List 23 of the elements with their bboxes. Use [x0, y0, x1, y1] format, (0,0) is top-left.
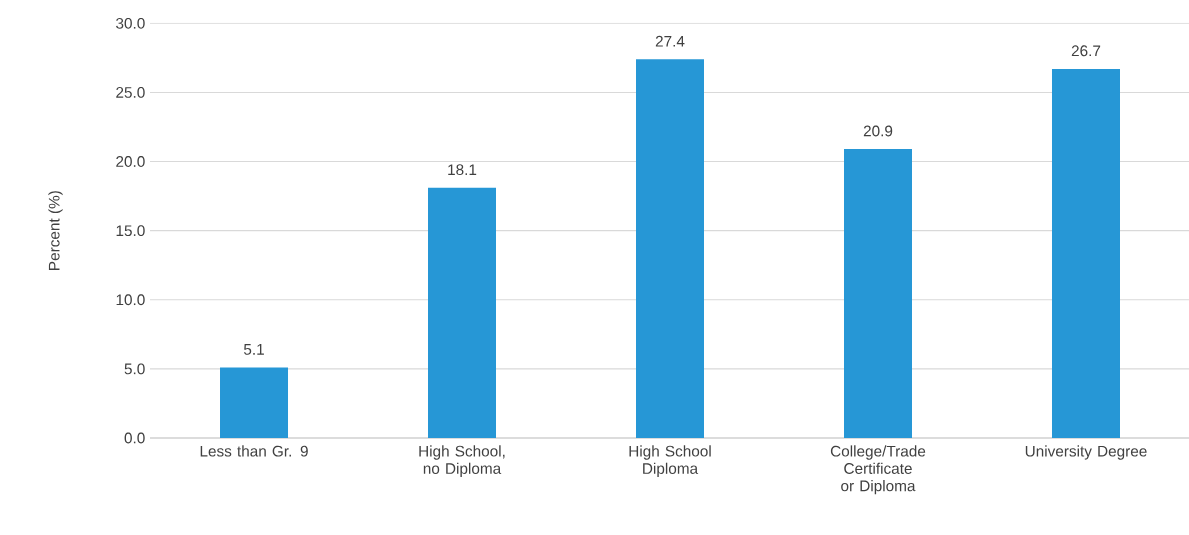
data-label: 5.1 — [243, 344, 264, 355]
x-tick-label: High School, no Diploma — [419, 445, 505, 477]
y-tick-label: 0.0 — [124, 432, 145, 444]
y-tick-label: 20.0 — [116, 156, 145, 167]
y-tick-label: 10.0 — [116, 294, 145, 306]
x-tick-label: Less than Gr. 9 — [200, 445, 308, 457]
x-tick-label: College/Trade Certificate or Diploma — [830, 445, 926, 495]
y-tick-label: 25.0 — [116, 87, 145, 98]
data-label: 26.7 — [1071, 45, 1101, 57]
y-axis-title: Percent (%) — [48, 191, 63, 270]
bar — [636, 59, 704, 438]
x-tick-label: University Degree — [1025, 445, 1147, 460]
bar — [220, 367, 289, 438]
y-tick-label: 15.0 — [116, 225, 145, 237]
bar — [428, 187, 497, 438]
y-tick-label: 30.0 — [116, 17, 145, 29]
x-tick-label: High School Diploma — [629, 445, 711, 477]
bar — [1052, 68, 1120, 438]
y-tick-label: 5.0 — [124, 363, 145, 375]
data-label: 27.4 — [655, 35, 685, 47]
data-label: 20.9 — [863, 125, 893, 137]
bar — [844, 149, 912, 438]
data-label: 18.1 — [448, 164, 477, 176]
